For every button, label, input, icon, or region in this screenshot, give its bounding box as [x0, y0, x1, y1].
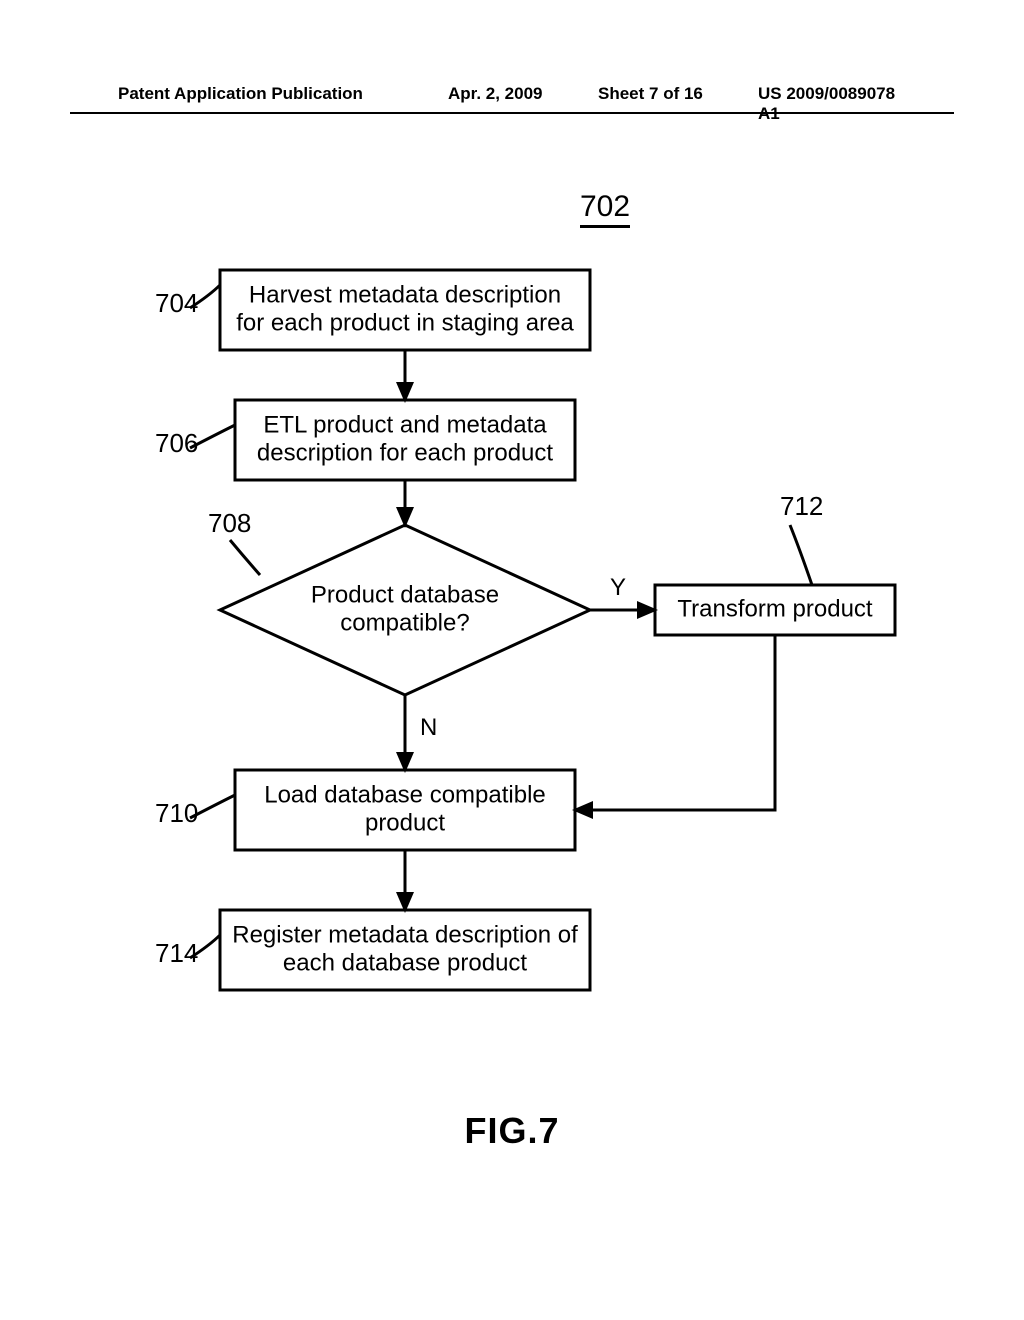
- publication-number: US 2009/0089078 A1: [758, 84, 896, 124]
- figure-caption: FIG.7: [0, 1110, 1024, 1152]
- flowchart: Harvest metadata descriptionfor each pro…: [90, 240, 930, 1040]
- header-rule: [70, 112, 954, 114]
- sheet-number: Sheet 7 of 16: [598, 84, 703, 104]
- svg-text:712: 712: [780, 491, 823, 521]
- svg-text:Load database compatible: Load database compatible: [264, 781, 546, 808]
- svg-text:Register metadata description: Register metadata description of: [232, 921, 578, 948]
- patent-page: Patent Application Publication Apr. 2, 2…: [0, 0, 1024, 1320]
- svg-text:710: 710: [155, 798, 198, 828]
- svg-text:ETL product and metadata: ETL product and metadata: [263, 411, 547, 438]
- publication-date: Apr. 2, 2009: [448, 84, 543, 104]
- svg-text:each database product: each database product: [283, 949, 528, 976]
- publication-type: Patent Application Publication: [118, 84, 363, 104]
- svg-text:Transform product: Transform product: [677, 595, 873, 622]
- svg-text:706: 706: [155, 428, 198, 458]
- svg-text:Product database: Product database: [311, 581, 499, 608]
- svg-text:704: 704: [155, 288, 198, 318]
- svg-text:description for each product: description for each product: [257, 439, 554, 466]
- svg-text:product: product: [365, 809, 445, 836]
- svg-text:for each product in staging ar: for each product in staging area: [236, 309, 574, 336]
- svg-text:708: 708: [208, 508, 251, 538]
- figure-reference-number: 702: [580, 190, 630, 224]
- svg-text:compatible?: compatible?: [340, 609, 469, 636]
- svg-text:714: 714: [155, 938, 198, 968]
- svg-text:N: N: [420, 714, 437, 741]
- svg-text:Y: Y: [610, 574, 626, 601]
- svg-text:Harvest metadata description: Harvest metadata description: [249, 281, 561, 308]
